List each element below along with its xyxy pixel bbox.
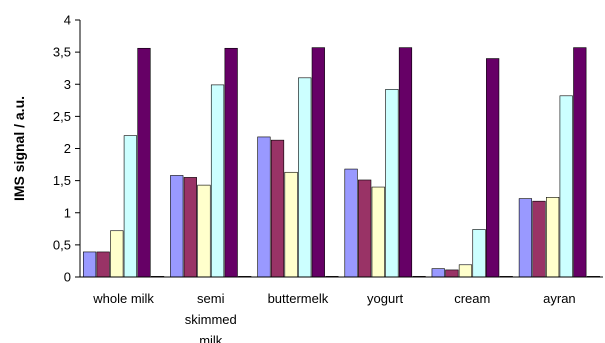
y-tick-label: 0 — [64, 270, 71, 285]
x-category-label: ayran — [543, 291, 576, 306]
bar — [445, 269, 459, 278]
bar — [137, 47, 151, 278]
bar — [458, 264, 473, 278]
y-tick-label: 1 — [64, 205, 71, 220]
bar — [270, 139, 285, 278]
bar — [210, 84, 225, 278]
bar — [311, 47, 325, 278]
bar — [82, 251, 97, 278]
bar — [371, 186, 385, 278]
y-tick-label: 3,5 — [53, 45, 71, 60]
bar — [298, 77, 312, 278]
bar — [183, 177, 197, 278]
y-tick-label: 4 — [64, 13, 71, 28]
x-category-label: buttermelk — [268, 291, 329, 306]
bar — [559, 95, 573, 278]
y-tick-label: 2,5 — [53, 109, 71, 124]
y-tick-label: 3 — [64, 77, 71, 92]
bars — [82, 47, 601, 278]
bar — [532, 200, 546, 278]
bar — [110, 230, 124, 278]
y-axis-title: IMS signal / a.u. — [11, 96, 27, 201]
bar — [546, 197, 560, 278]
bar — [257, 136, 271, 278]
bar — [358, 179, 372, 278]
x-category-label: yogurt — [367, 291, 404, 306]
x-axis-labels: whole milk semi skimmed milk buttermelk yogur… — [92, 291, 575, 343]
bar — [96, 251, 110, 278]
bar — [518, 198, 533, 278]
y-tick-label: 2 — [64, 141, 71, 156]
bar — [573, 47, 587, 278]
bar — [284, 171, 298, 278]
y-tick-label: 1,5 — [53, 173, 71, 188]
bar — [486, 58, 500, 278]
bar — [344, 168, 358, 278]
x-category-label: semi skimmed milk — [185, 291, 237, 343]
y-axis-ticks: 0 0,5 1 1,5 2 2,5 3 3,5 4 — [53, 13, 80, 285]
bar — [431, 268, 445, 278]
bar — [197, 184, 211, 278]
bar — [472, 229, 486, 278]
bar — [224, 47, 238, 278]
bar — [170, 175, 184, 278]
bar — [385, 89, 399, 278]
bar — [398, 47, 413, 278]
bar — [123, 135, 137, 278]
y-tick-label: 0,5 — [53, 237, 71, 252]
x-category-label: cream — [454, 291, 490, 306]
x-category-label: whole milk — [92, 291, 154, 306]
